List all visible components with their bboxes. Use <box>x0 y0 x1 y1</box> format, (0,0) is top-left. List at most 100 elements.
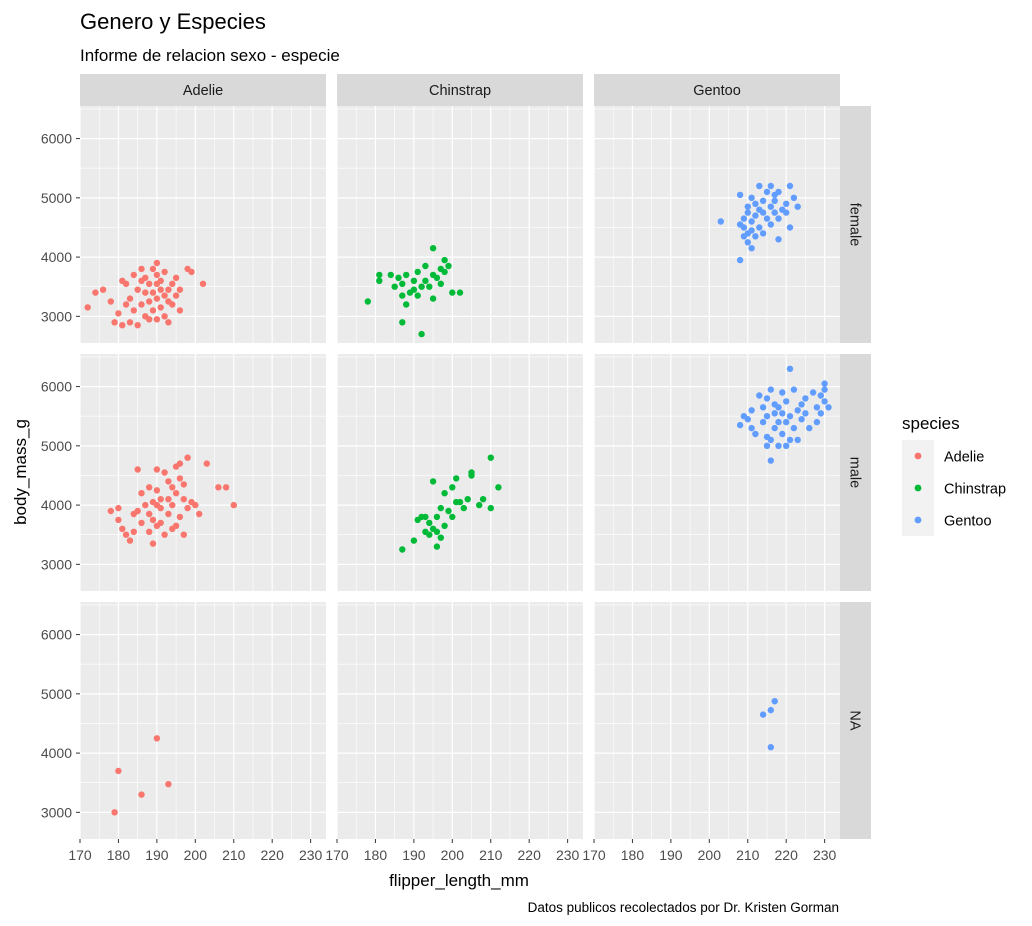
facet-panel-gentoo-na <box>593 602 840 839</box>
data-point-gentoo <box>767 203 774 210</box>
data-point-gentoo <box>748 227 755 234</box>
data-point-chinstrap <box>479 496 487 503</box>
row-strip <box>840 602 871 839</box>
legend-key-chinstrap <box>914 484 922 492</box>
data-point-adelie <box>176 286 184 293</box>
data-point-gentoo <box>786 436 794 444</box>
data-point-gentoo <box>783 398 790 405</box>
data-point-chinstrap <box>399 280 406 287</box>
data-point-adelie <box>172 292 180 299</box>
data-point-adelie <box>172 490 180 497</box>
data-point-chinstrap <box>422 277 429 284</box>
data-point-gentoo <box>744 239 751 246</box>
panel-background <box>594 106 840 343</box>
data-point-adelie <box>153 487 161 494</box>
data-point-gentoo <box>783 200 790 207</box>
data-point-chinstrap <box>449 513 456 521</box>
data-point-gentoo <box>767 182 774 190</box>
data-point-gentoo <box>752 430 759 438</box>
x-tick-label: 180 <box>107 847 131 863</box>
data-point-gentoo <box>813 404 821 411</box>
data-point-gentoo <box>771 209 778 216</box>
data-point-gentoo <box>786 224 794 231</box>
data-point-adelie <box>165 478 172 485</box>
data-point-chinstrap <box>399 319 406 326</box>
y-tick-label: 3000 <box>41 804 72 820</box>
data-point-chinstrap <box>395 274 402 281</box>
data-point-chinstrap <box>403 301 410 308</box>
data-point-gentoo <box>775 418 782 426</box>
data-point-adelie <box>146 316 153 323</box>
data-point-gentoo <box>759 197 767 204</box>
data-point-chinstrap <box>410 537 418 544</box>
data-point-gentoo <box>794 407 801 414</box>
data-point-gentoo <box>767 457 774 464</box>
data-point-gentoo <box>748 194 755 201</box>
data-point-adelie <box>107 298 115 305</box>
data-point-chinstrap <box>391 283 398 290</box>
x-tick-label: 170 <box>582 847 606 863</box>
legend-label-adelie: Adelie <box>944 450 984 466</box>
data-point-gentoo <box>821 380 828 387</box>
row-strip-label: male <box>847 457 863 488</box>
data-point-gentoo <box>786 182 794 190</box>
y-tick-label: 3000 <box>41 556 72 572</box>
facet-panel-adelie-female <box>79 106 326 343</box>
data-point-chinstrap <box>453 475 460 482</box>
data-point-adelie <box>122 301 130 308</box>
data-point-gentoo <box>736 421 744 429</box>
data-point-adelie <box>134 507 141 515</box>
data-point-adelie <box>176 513 184 521</box>
data-point-gentoo <box>717 218 724 225</box>
y-tick-label: 6000 <box>41 131 72 147</box>
data-point-adelie <box>138 519 145 527</box>
data-point-gentoo <box>786 413 794 420</box>
data-point-gentoo <box>798 401 805 408</box>
data-point-chinstrap <box>376 271 383 279</box>
data-point-gentoo <box>763 442 771 449</box>
data-point-gentoo <box>759 711 767 718</box>
data-point-adelie <box>138 791 145 798</box>
legend-label-chinstrap: Chinstrap <box>944 482 1006 498</box>
column-strip <box>337 74 583 106</box>
data-point-gentoo <box>767 436 774 444</box>
data-point-gentoo <box>771 197 778 204</box>
x-tick-label: 190 <box>402 847 426 863</box>
data-point-chinstrap <box>445 262 452 270</box>
data-point-gentoo <box>794 436 801 444</box>
data-point-chinstrap <box>422 262 429 270</box>
chart-title: Genero y Especies <box>80 9 266 34</box>
data-point-chinstrap <box>376 277 383 284</box>
data-point-adelie <box>138 301 145 308</box>
data-point-adelie <box>230 501 237 509</box>
data-point-adelie <box>169 301 176 308</box>
x-tick-label: 210 <box>222 847 246 863</box>
data-point-adelie <box>157 519 164 527</box>
data-point-gentoo <box>786 365 794 372</box>
panel-background <box>80 106 326 343</box>
data-point-gentoo <box>736 256 744 264</box>
data-point-adelie <box>180 531 187 538</box>
facet-panels <box>79 106 840 839</box>
data-point-adelie <box>203 460 210 467</box>
data-point-adelie <box>122 531 130 538</box>
data-point-chinstrap <box>410 286 418 293</box>
data-point-gentoo <box>790 424 798 432</box>
y-axis-title: body_mass_g <box>11 419 30 525</box>
y-tick-label: 4000 <box>41 249 72 265</box>
data-point-gentoo <box>759 230 767 237</box>
data-point-adelie <box>126 537 134 544</box>
data-point-chinstrap <box>441 490 448 497</box>
data-point-gentoo <box>779 389 786 396</box>
facet-panel-chinstrap-female <box>336 106 583 343</box>
data-point-adelie <box>165 319 172 326</box>
data-point-adelie <box>84 304 91 311</box>
y-tick-label: 6000 <box>41 379 72 395</box>
data-point-adelie <box>157 504 164 512</box>
data-point-adelie <box>165 286 172 293</box>
facet-panel-adelie-na <box>79 602 326 839</box>
y-tick-label: 5000 <box>41 686 72 702</box>
data-point-adelie <box>142 274 149 281</box>
data-point-adelie <box>153 295 161 302</box>
legend-label-gentoo: Gentoo <box>944 514 992 530</box>
